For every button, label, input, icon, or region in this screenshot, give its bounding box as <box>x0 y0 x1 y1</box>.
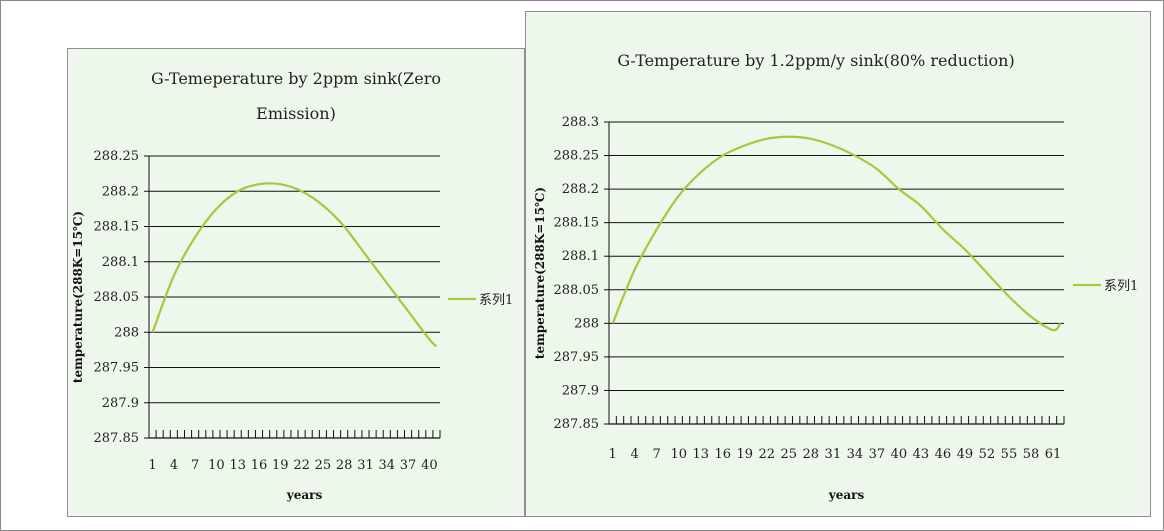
y-tick-label: 288.05 <box>94 290 140 305</box>
x-tick-label: 31 <box>825 447 842 462</box>
chart-panel-zero-emission: G-Temeperature by 2ppm sink(Zero Emission… <box>67 48 525 517</box>
y-axis-label: temperature(288K=15℃) <box>533 187 547 359</box>
series-line <box>151 182 438 348</box>
x-tick-label: 4 <box>631 447 639 462</box>
chart-title-line: G-Temeperature by 2ppm sink(Zero <box>151 69 441 88</box>
legend-label: 系列1 <box>1104 279 1138 294</box>
x-tick-label: 19 <box>736 447 753 462</box>
y-tick-label: 288 <box>574 316 599 331</box>
x-tick-label: 25 <box>315 458 332 473</box>
x-tick-label: 7 <box>191 458 199 473</box>
y-tick-label: 287.9 <box>562 383 599 398</box>
x-tick-label: 13 <box>692 447 709 462</box>
x-tick-label: 34 <box>847 447 864 462</box>
x-tick-label: 16 <box>251 458 268 473</box>
y-tick-label: 288.15 <box>554 216 600 231</box>
y-tick-label: 287.85 <box>554 417 600 432</box>
y-tick-label: 288.2 <box>562 182 599 197</box>
y-tick-label: 287.9 <box>102 396 139 411</box>
x-tick-label: 40 <box>891 447 908 462</box>
x-tick-label: 61 <box>1045 447 1062 462</box>
y-tick-label: 288 <box>114 325 139 340</box>
x-tick-label: 34 <box>378 458 395 473</box>
x-tick-label: 22 <box>759 447 776 462</box>
x-tick-label: 1 <box>609 447 617 462</box>
x-tick-label: 10 <box>670 447 687 462</box>
x-tick-label: 31 <box>357 458 374 473</box>
chart-panel-80-reduction: G-Temperature by 1.2ppm/y sink(80% reduc… <box>525 11 1151 517</box>
x-axis-label: years <box>828 488 865 502</box>
chart-80-reduction: G-Temperature by 1.2ppm/y sink(80% reduc… <box>533 51 1138 502</box>
y-tick-label: 288.1 <box>102 255 139 270</box>
y-tick-label: 288.3 <box>562 115 599 130</box>
y-axis-label: temperature(288K=15℃) <box>71 211 85 383</box>
y-tick-label: 288.25 <box>94 149 140 164</box>
x-tick-label: 58 <box>1023 447 1040 462</box>
x-tick-label: 40 <box>421 458 438 473</box>
chart-title-line: G-Temperature by 1.2ppm/y sink(80% reduc… <box>617 51 1014 70</box>
y-tick-label: 287.85 <box>94 431 140 446</box>
series-line <box>611 135 1062 332</box>
y-tick-label: 288.15 <box>94 220 140 235</box>
x-tick-label: 10 <box>208 458 225 473</box>
y-tick-label: 288.05 <box>554 283 600 298</box>
x-tick-label: 37 <box>869 447 886 462</box>
x-tick-label: 49 <box>957 447 974 462</box>
x-tick-label: 55 <box>1001 447 1018 462</box>
x-tick-label: 7 <box>653 447 661 462</box>
y-tick-label: 287.95 <box>94 361 140 376</box>
x-tick-label: 43 <box>913 447 930 462</box>
x-tick-label: 37 <box>400 458 417 473</box>
x-tick-label: 52 <box>979 447 996 462</box>
y-tick-label: 288.25 <box>554 149 600 164</box>
x-tick-label: 19 <box>272 458 289 473</box>
x-tick-label: 16 <box>714 447 731 462</box>
x-tick-label: 28 <box>336 458 353 473</box>
x-tick-label: 22 <box>293 458 310 473</box>
x-tick-label: 28 <box>803 447 820 462</box>
x-tick-label: 46 <box>935 447 952 462</box>
x-axis-label: years <box>286 488 323 502</box>
chart-zero-emission: G-Temeperature by 2ppm sink(Zero Emission… <box>71 69 513 502</box>
legend-label: 系列1 <box>479 293 513 308</box>
y-tick-label: 287.95 <box>554 350 600 365</box>
y-tick-label: 288.1 <box>562 249 599 264</box>
x-tick-label: 25 <box>781 447 798 462</box>
y-tick-label: 288.2 <box>102 184 139 199</box>
x-tick-label: 1 <box>148 458 156 473</box>
x-tick-label: 13 <box>229 458 246 473</box>
chart-title-line: Emission) <box>256 104 336 123</box>
x-tick-label: 4 <box>170 458 178 473</box>
